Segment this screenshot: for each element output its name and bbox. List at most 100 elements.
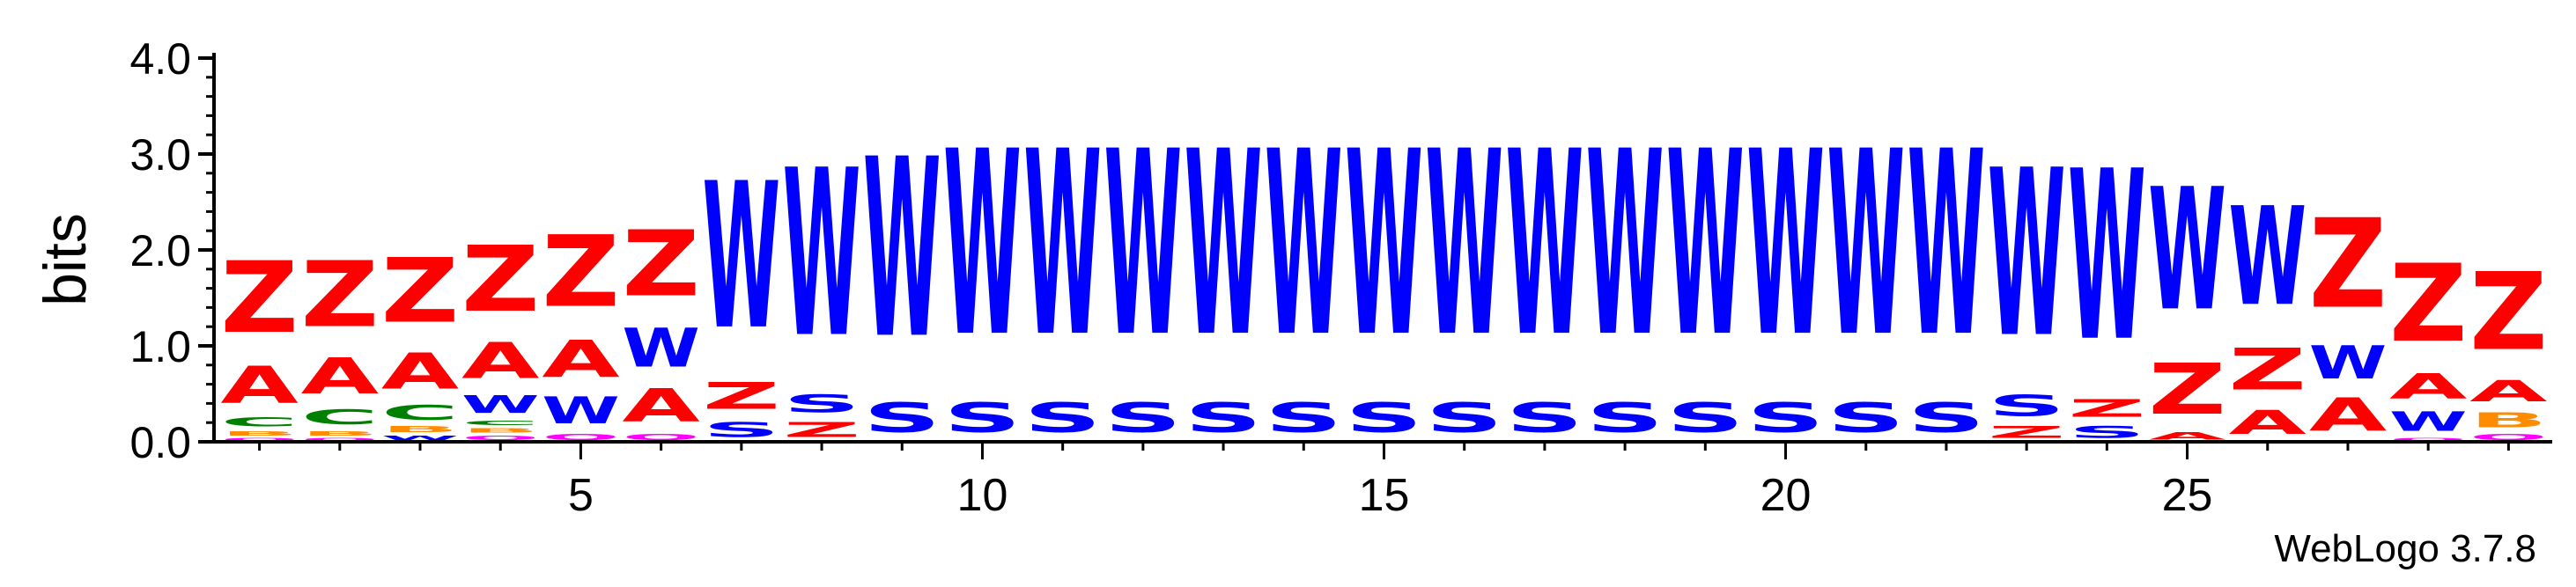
logo-letter-z: Z [783,418,860,442]
logo-letter-b: B [461,427,539,435]
y-tick-label: 3.0 [129,130,191,180]
logo-letter-s: S [1988,390,2065,423]
logo-letter-a: A [301,349,380,406]
weblogo-credit: WebLogo 3.7.8 [2274,527,2536,570]
logo-letter-s: S [2068,422,2145,442]
logo-letter-a: A [381,343,460,400]
logo-letter-c: C [301,406,379,429]
logo-letter-a: A [2309,389,2388,442]
logo-letter-w: W [2148,152,2225,349]
logo-letter-w: W [542,390,619,432]
logo-letter-w: W [863,107,941,393]
logo-letter-w: W [1023,97,1101,393]
logo-letter-c: C [381,400,459,424]
logo-letter-w: W [1185,97,1262,393]
logo-letter-w: W [1908,97,1985,393]
logo-letter-s: S [863,394,941,442]
chart-axes: 0.0 1.0 2.0 3.0 4.0 5 10 15 20 25 [129,34,2552,521]
logo-letter-z: Z [2068,394,2145,423]
logo-letter-s: S [1586,394,1664,442]
x-tick-label: 15 [1359,470,1410,521]
logo-letter-s: S [943,394,1021,442]
logo-letter-w: W [2309,337,2387,389]
logo-letter-z: Z [2469,250,2547,374]
logo-letter-s: S [783,389,860,418]
logo-letter-w: W [622,317,699,379]
logo-letter-b: B [381,425,459,435]
logo-letter-z: Z [2229,337,2307,404]
y-ticks: 0.0 1.0 2.0 3.0 4.0 [129,34,214,467]
logo-letter-w: W [943,97,1021,393]
x-tick-label: 5 [568,470,594,521]
logo-letter-a: A [220,356,298,415]
logo-letter-c: C [461,419,539,427]
logo-letter-w: W [2229,178,2307,335]
logo-letter-q: Q [461,434,539,442]
logo-letter-w: W [2389,407,2467,437]
logo-letter-w: W [1345,97,1422,393]
logo-letter-s: S [1023,394,1101,442]
x-tick-label: 10 [957,470,1008,521]
logo-letter-a: A [542,330,619,389]
logo-letter-z: Z [542,214,619,329]
logo-letter-w: W [1425,97,1502,393]
logo-letter-b: B [220,429,298,437]
logo-letter-w: W [381,434,459,442]
logo-letter-a: A [2389,367,2467,407]
logo-letter-w: W [1988,121,2065,388]
logo-letter-q: Q [622,432,699,442]
logo-letter-q: Q [301,437,379,442]
logo-letter-s: S [703,418,780,442]
logo-letter-z: Z [1988,422,2065,442]
logo-letter-q: Q [542,432,619,442]
logo-letter-w: W [1586,97,1664,393]
logo-letter-s: S [1666,394,1744,442]
logo-letter-z: Z [461,227,539,333]
logo-letter-s: S [1185,394,1262,442]
logo-letter-z: Z [2389,241,2467,365]
logo-letter-a: A [2229,404,2307,442]
logo-letter-s: S [1345,394,1422,442]
logo-letter-s: S [1827,394,1905,442]
logo-letter-z: Z [301,242,379,348]
logo-letter-q: Q [2469,432,2547,442]
y-tick-label: 4.0 [129,34,191,84]
logo-letter-q: Q [220,437,298,442]
logo-letter-w: W [1265,97,1342,393]
logo-letter-w: W [1666,97,1744,393]
logo-letter-w: W [1746,97,1824,393]
logo-letter-s: S [1506,394,1583,442]
logo-letter-z: Z [2309,193,2387,336]
logo-letter-w: W [2068,122,2145,394]
logo-letter-z: Z [2148,350,2225,431]
logo-letter-s: S [1425,394,1502,442]
y-tick-label: 0.0 [129,418,191,467]
logo-letter-w: W [461,391,539,420]
x-ticks: 5 10 15 20 25 [258,442,2510,521]
logo-letter-b: B [301,429,379,437]
logo-letter-a: A [2148,430,2226,442]
logo-letter-s: S [1104,394,1182,442]
logo-letter-w: W [703,141,780,375]
logo-letter-a: A [461,333,540,390]
logo-letter-s: S [1265,394,1342,442]
logo-letter-a: A [622,379,700,432]
logo-letter-stacks: QBCAZQBCAZWBCAZQBCWAZQWAZQAWZSZWZSWSWSWS… [220,97,2547,443]
logo-letter-z: Z [220,240,298,356]
x-tick-label: 25 [2162,470,2213,521]
logo-letter-b: B [2469,408,2547,432]
logo-letter-s: S [1908,394,1985,442]
logo-letter-a: A [2469,375,2547,408]
logo-letter-w: W [1827,97,1905,393]
y-tick-label: 1.0 [129,322,191,371]
logo-letter-c: C [220,415,298,429]
logo-letter-q: Q [2389,437,2467,442]
logo-letter-w: W [1104,97,1182,393]
logo-letter-z: Z [622,211,699,317]
logo-letter-w: W [783,121,860,388]
y-axis-label: bits [32,213,99,306]
x-tick-label: 20 [1760,470,1812,521]
logo-letter-s: S [1746,394,1824,442]
logo-letter-z: Z [703,375,780,418]
